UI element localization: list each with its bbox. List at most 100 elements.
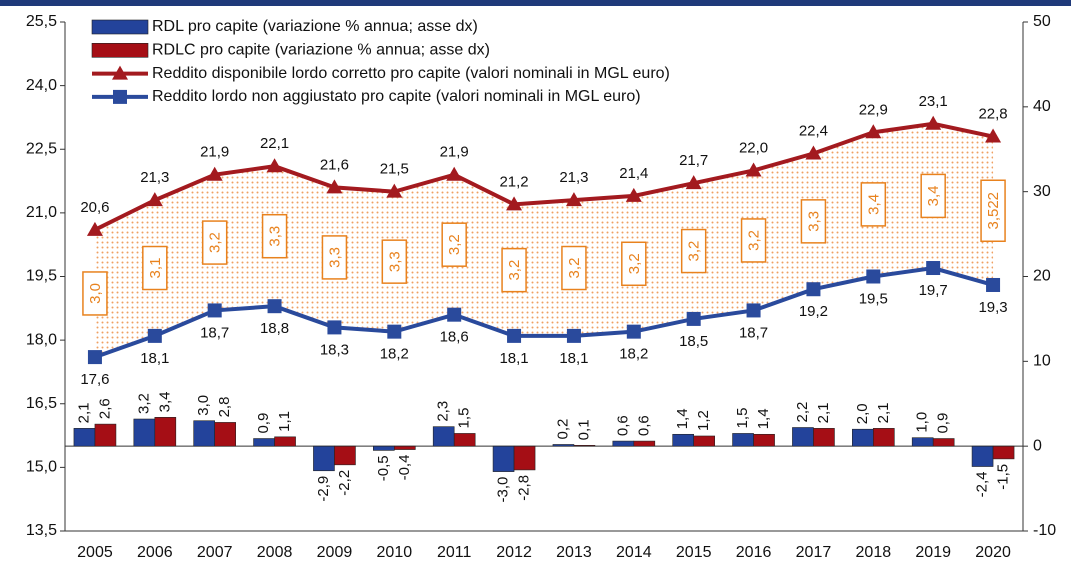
bar-value-label: 1,5	[734, 408, 751, 429]
bar-value-label: 0,6	[614, 415, 631, 436]
gap-annotation: 3,2	[740, 218, 767, 263]
bar-value-label: 0,9	[935, 413, 952, 434]
gap-box	[680, 228, 707, 274]
bar-value-label: -0,4	[396, 455, 413, 481]
bar	[313, 445, 335, 472]
gap-box	[381, 239, 408, 284]
marker	[626, 324, 641, 339]
line-value-label: 21,2	[499, 173, 528, 190]
gap-label: 3,2	[746, 230, 763, 251]
y2-tick-label: -10	[1033, 522, 1056, 539]
bar-value-label: 1,1	[276, 411, 293, 432]
marker	[447, 307, 462, 322]
marker	[746, 303, 761, 318]
x-tick-label: 2015	[676, 544, 712, 561]
bar-value-label: 2,3	[435, 401, 452, 422]
bar-value-label: 1,4	[674, 408, 691, 429]
bar-value-label: -0,5	[375, 455, 392, 481]
gap-label: 3,2	[686, 241, 703, 262]
line-value-label: 18,2	[380, 346, 409, 363]
gap-box	[82, 271, 108, 316]
gap-label: 3,3	[267, 226, 284, 247]
bar	[453, 433, 476, 447]
bar	[732, 433, 754, 447]
marker	[326, 179, 343, 194]
bar-value-label: -3,0	[495, 477, 512, 503]
bar	[432, 426, 455, 447]
gap-box	[261, 213, 288, 259]
bar-value-label: -1,5	[995, 464, 1012, 490]
gap-annotation: 3,3	[261, 213, 288, 259]
marker	[865, 124, 882, 139]
gap-annotation: 3,2	[561, 245, 587, 291]
marker	[266, 158, 283, 173]
marker	[267, 299, 282, 314]
marker	[866, 269, 881, 284]
bar	[193, 420, 215, 447]
bar-value-label: 0,9	[255, 413, 272, 434]
line-value-label: 21,7	[679, 152, 708, 169]
y2-tick-label: 20	[1033, 268, 1051, 285]
bar-value-label: 2,6	[96, 398, 113, 419]
x-tick-label: 2011	[437, 544, 472, 561]
line-value-label: 18,2	[619, 346, 648, 363]
bar-value-label: 2,2	[794, 402, 811, 423]
line-value-label: 21,5	[380, 161, 409, 178]
bar	[394, 445, 416, 450]
marker	[566, 328, 581, 343]
gap-label: 3,4	[865, 194, 882, 215]
line-value-label: 22,1	[260, 135, 289, 152]
bar-value-label: -2,9	[315, 476, 332, 502]
bar-value-label: -2,4	[974, 472, 991, 498]
legend-label: RDLC pro capite (variazione % annua; ass…	[152, 42, 490, 59]
bar	[813, 428, 835, 447]
line-value-label: 19,2	[799, 303, 828, 320]
bar-value-label: -2,8	[516, 475, 533, 501]
line	[94, 265, 994, 359]
y-tick-label: 21,0	[26, 204, 57, 221]
gap-box	[920, 173, 946, 219]
band-fill	[94, 123, 994, 358]
bar-value-label: 3,2	[135, 393, 152, 414]
bar	[552, 444, 575, 447]
gap-label: 3,2	[626, 253, 643, 274]
gap-label: 3,2	[207, 232, 224, 253]
gap-annotation: 3,2	[441, 222, 467, 267]
line-value-label: 23,1	[919, 93, 948, 110]
gap-box	[201, 220, 228, 265]
legend-label: Reddito lordo non aggiustato pro capite …	[152, 88, 641, 105]
gap-annotation: 3,1	[142, 245, 168, 291]
bar-value-label: 3,0	[195, 395, 212, 416]
bar	[992, 445, 1015, 460]
gap-label: 3,3	[805, 211, 822, 232]
bar	[971, 445, 994, 467]
gap-annotation: 3,2	[621, 241, 647, 287]
bar-value-label: 1,2	[695, 410, 712, 431]
y-tick-label: 25,5	[26, 13, 57, 30]
bar	[214, 422, 236, 447]
gap-label: 3,3	[386, 251, 403, 272]
bar	[612, 440, 635, 447]
bar-value-label: 0,1	[575, 419, 592, 440]
bar-value-label: 1,0	[914, 412, 931, 433]
marker	[206, 166, 223, 181]
marker	[87, 350, 102, 365]
x-tick-label: 2013	[556, 544, 592, 561]
line-value-label: 18,1	[559, 350, 588, 367]
y2-tick-label: 0	[1033, 437, 1042, 454]
gap-label: 3,522	[985, 192, 1002, 230]
marker	[146, 192, 163, 207]
line-value-label: 22,0	[739, 139, 768, 156]
marker	[147, 328, 162, 343]
x-tick-label: 2008	[257, 544, 293, 561]
marker	[446, 166, 463, 181]
marker	[805, 145, 822, 160]
line-value-label: 18,7	[739, 324, 768, 341]
gap-label: 3,2	[566, 258, 583, 279]
line-value-label: 21,9	[200, 144, 229, 161]
line-value-label: 21,9	[440, 144, 469, 161]
line-value-label: 21,3	[140, 169, 169, 186]
y-tick-label: 16,5	[26, 395, 57, 412]
marker	[745, 162, 762, 177]
line-value-label: 18,8	[260, 320, 289, 337]
